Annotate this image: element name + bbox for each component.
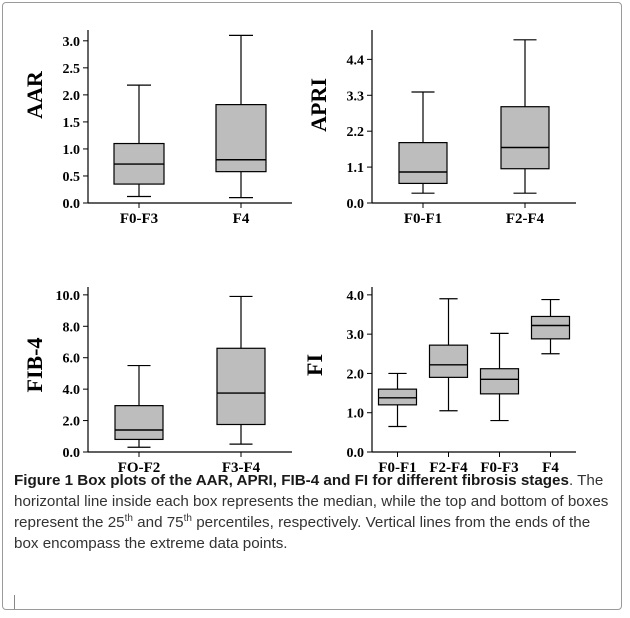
y-tick-label: 0.5 xyxy=(63,170,81,185)
x-category-label: F0-F3 xyxy=(480,460,518,476)
box-plot-figure: 0.0 0.5 1.0 1.5 2.0 2.5 3.0 AAR F0-F3 F4 0.0 1.1 2.2… xyxy=(22,30,576,476)
box-iqr xyxy=(377,388,418,406)
caption-sup-2: th xyxy=(183,512,192,524)
y-tick-label: 10.0 xyxy=(56,289,81,304)
y-axis-label: APRI xyxy=(306,78,331,132)
x-category-label: FO-F2 xyxy=(118,460,161,476)
x-category-label: F0-F1 xyxy=(404,211,442,227)
y-tick-label: 0.0 xyxy=(63,197,81,212)
y-axis-label: AAR xyxy=(22,70,47,119)
box-iqr xyxy=(114,405,164,441)
figure-frame xyxy=(2,2,622,610)
y-tick-label: 2.5 xyxy=(63,62,81,77)
frame-bottom-mark xyxy=(14,595,15,609)
y-tick-label: 4.0 xyxy=(347,289,365,304)
caption-text-2: and 75 xyxy=(132,514,184,531)
caption-title: Figure 1 Box plots of the AAR, APRI, FIB… xyxy=(14,472,569,489)
x-category-label: F0-F3 xyxy=(120,211,158,227)
y-tick-label: 0.0 xyxy=(347,446,365,461)
y-tick-label: 3.3 xyxy=(347,89,365,104)
caption-text-3: percentiles, respectively. Vertical line… xyxy=(14,514,591,552)
y-tick-label: 0.0 xyxy=(63,446,81,461)
figure-caption: Figure 1 Box plots of the AAR, APRI, FIB… xyxy=(14,470,614,554)
y-axis-label: FIB-4 xyxy=(22,338,47,393)
box-iqr xyxy=(398,142,448,185)
y-tick-label: 2.0 xyxy=(63,89,81,104)
x-category-label: F4 xyxy=(233,211,250,227)
y-tick-label: 4.4 xyxy=(347,53,365,68)
y-tick-label: 8.0 xyxy=(63,320,81,335)
x-category-label: F4 xyxy=(542,460,559,476)
y-tick-label: 1.0 xyxy=(63,143,81,158)
box-iqr xyxy=(479,368,520,395)
y-tick-label: 0.0 xyxy=(347,197,365,212)
y-tick-label: 6.0 xyxy=(63,352,81,367)
x-category-label: F2-F4 xyxy=(429,460,468,476)
y-tick-label: 2.0 xyxy=(347,367,365,382)
y-tick-label: 2.0 xyxy=(63,415,81,430)
y-tick-label: 1.1 xyxy=(347,161,365,176)
y-tick-label: 4.0 xyxy=(63,383,81,398)
caption-sup-1: th xyxy=(124,512,133,524)
x-category-label: F3-F4 xyxy=(222,460,261,476)
box-iqr xyxy=(216,347,266,426)
box-iqr xyxy=(500,106,550,170)
y-tick-label: 2.2 xyxy=(347,125,365,140)
y-tick-label: 3.0 xyxy=(347,328,365,343)
y-tick-label: 3.0 xyxy=(63,35,81,50)
y-tick-label: 1.5 xyxy=(63,116,81,131)
x-category-label: F0-F1 xyxy=(378,460,416,476)
x-category-label: F2-F4 xyxy=(506,211,545,227)
caption-text-1: . The horizontal line inside each box re… xyxy=(14,472,609,531)
box-iqr xyxy=(215,104,267,173)
y-tick-label: 1.0 xyxy=(347,407,365,422)
box-iqr xyxy=(530,315,571,340)
y-axis-label: FI xyxy=(302,354,327,376)
box-iqr xyxy=(428,344,469,378)
